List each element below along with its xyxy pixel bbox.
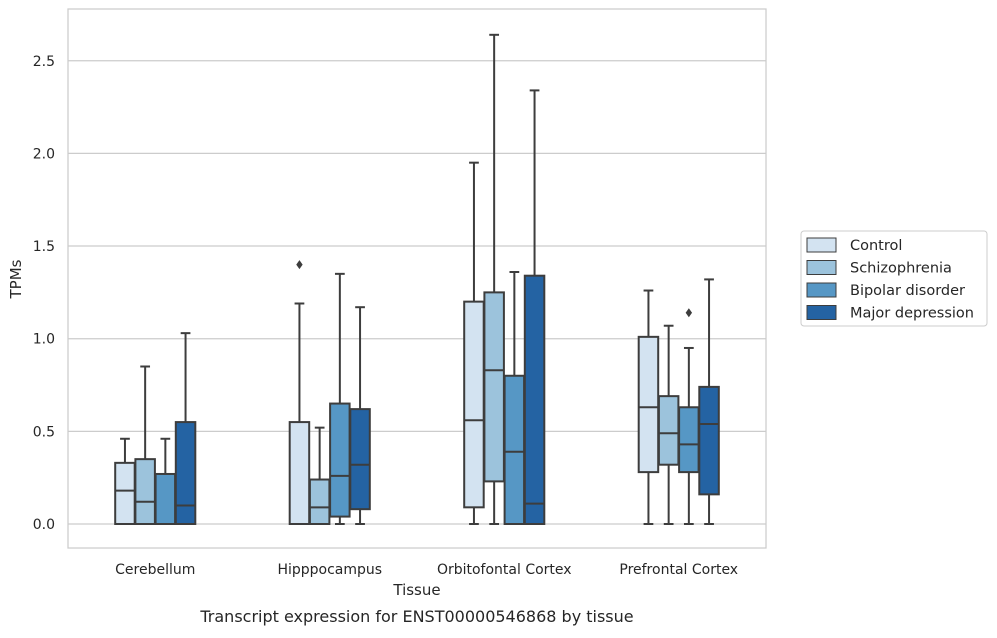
- legend-frame: [800, 230, 988, 327]
- box-iqr: [329, 402, 351, 518]
- legend: Control Schizophrenia Bipolar disorder Majo…: [800, 230, 988, 327]
- legend-swatch: [806, 260, 837, 275]
- box-iqr: [174, 421, 197, 525]
- box-major-depression: [349, 306, 371, 525]
- legend-swatch: [806, 305, 837, 320]
- box-iqr: [698, 385, 720, 496]
- legend-swatch: [806, 282, 837, 298]
- x-tick-label: Prefrontal Cortex: [619, 562, 738, 578]
- box-iqr: [483, 291, 505, 483]
- legend-label: Schizophrenia: [850, 261, 952, 277]
- box-bipolar-disorder: [678, 308, 700, 525]
- box-iqr: [134, 458, 156, 525]
- box-schizophrenia: [308, 426, 331, 526]
- x-tick-label: Hipppocampus: [277, 562, 382, 578]
- y-tick-label: 0.5: [33, 424, 55, 440]
- box-iqr: [503, 374, 526, 526]
- box-major-depression: [174, 332, 197, 525]
- box-iqr: [657, 395, 680, 466]
- legend-label: Bipolar disorder: [850, 283, 965, 299]
- y-tick-label: 2.0: [33, 146, 55, 162]
- x-tick-label: Cerebellum: [115, 562, 195, 578]
- box-iqr: [678, 406, 700, 474]
- y-tick-labels: 0.0 0.5 1.0 1.5 2.0 2.5: [33, 54, 55, 533]
- chart-caption: Transcript expression for ENST0000054686…: [199, 607, 633, 626]
- box-iqr: [637, 335, 660, 474]
- y-tick-label: 0.0: [33, 517, 55, 533]
- y-tick-label: 1.0: [33, 332, 55, 348]
- y-tick-label: 1.5: [33, 239, 55, 255]
- box-iqr: [288, 421, 311, 525]
- box-iqr: [154, 472, 177, 525]
- x-tick-labels: Cerebellum Hipppocampus Orbitofontal Corte…: [115, 562, 738, 578]
- legend-label: Control: [850, 238, 902, 254]
- box-control: [114, 437, 136, 526]
- box-bipolar-disorder: [154, 437, 177, 525]
- box-iqr: [523, 274, 546, 525]
- outlier-point: [685, 308, 693, 318]
- outlier-point: [296, 260, 303, 270]
- box-schizophrenia: [483, 33, 505, 525]
- box-iqr: [463, 300, 485, 509]
- x-axis-label: Tissue: [392, 581, 440, 599]
- box-major-depression: [698, 278, 720, 525]
- box-iqr: [308, 478, 331, 526]
- box-major-depression: [523, 89, 546, 525]
- y-axis-label: TPMs: [7, 259, 25, 299]
- legend-swatch: [806, 237, 837, 253]
- legend-label: Major depression: [850, 306, 974, 322]
- box-iqr: [349, 408, 371, 511]
- y-tick-label: 2.5: [33, 54, 55, 70]
- box-iqr: [114, 461, 136, 526]
- box-control: [288, 260, 311, 525]
- plot-frame: [67, 8, 767, 549]
- box-groups: [114, 33, 720, 526]
- x-tick-label: Orbitofontal Cortex: [437, 562, 572, 578]
